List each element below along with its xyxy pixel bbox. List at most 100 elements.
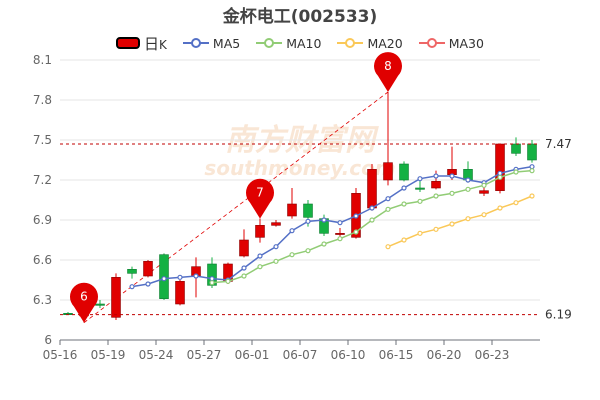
ma5-swatch-icon (182, 37, 209, 49)
y-tick-label: 7.8 (33, 93, 52, 107)
axes: 6 6.3 6.6 6.9 7.2 7.5 7.8 8.1 05-16 05-19 05-24 05-… (33, 53, 540, 362)
ma10-point (241, 273, 247, 279)
candle-body (127, 269, 137, 274)
x-tick-label: 05-27 (187, 348, 222, 362)
legend-item-ma10[interactable]: MA10 (256, 36, 321, 51)
marker-pin (246, 178, 274, 219)
chart-title: 金杯电工(002533) (222, 7, 378, 27)
candle-body (255, 225, 265, 238)
legend-label-ma20: MA20 (367, 35, 403, 51)
ma20-point (401, 237, 407, 243)
y-tick-label: 8.1 (33, 53, 52, 67)
ma5-point (321, 217, 327, 223)
candle-body (207, 263, 217, 286)
moving-averages (129, 164, 535, 290)
ma5-line (131, 165, 533, 288)
marker-pin (70, 282, 98, 323)
ma5-point (337, 220, 343, 226)
ma5-point (305, 218, 311, 224)
y-tick-label: 7.5 (33, 133, 52, 147)
candle-body (367, 169, 377, 209)
candle-body (415, 187, 425, 190)
ma10-point (353, 229, 359, 235)
x-tick-label: 06-23 (475, 348, 510, 362)
candle-body (95, 303, 105, 306)
x-tick-label: 05-24 (139, 348, 174, 362)
ma5-point (273, 244, 279, 250)
x-tick-label: 05-16 (43, 348, 78, 362)
markers: 6 7 8 (70, 52, 402, 323)
ma10-point (209, 280, 215, 286)
candle-body (111, 277, 121, 318)
legend-label-ma30: MA30 (448, 35, 484, 51)
ma30-swatch-icon (418, 37, 445, 49)
ma5-point (497, 170, 503, 176)
trend-line-segment (83, 91, 389, 323)
ma5-point (177, 274, 183, 280)
ma10-point (321, 241, 327, 247)
ma5-point (369, 205, 375, 211)
x-tick-label: 06-20 (427, 348, 462, 362)
trend-line (83, 91, 389, 323)
ma10-point (337, 236, 343, 242)
legend-item-ma30[interactable]: MA30 (418, 35, 484, 51)
marker-label: 8 (384, 59, 392, 73)
candle-body (335, 233, 345, 235)
ma5-point (465, 177, 471, 183)
ma10-swatch-dot (264, 38, 275, 48)
reference-label: 6.19 (545, 308, 572, 322)
ma10-point (401, 201, 407, 207)
y-tick-label: 6 (44, 333, 52, 347)
ma10-swatch-icon (256, 37, 283, 49)
ma5-swatch-dot (190, 38, 201, 48)
marker-pin (374, 52, 402, 92)
ma20-point (481, 212, 487, 218)
ma10-point (385, 206, 391, 212)
ma20-point (513, 200, 519, 206)
y-tick-label: 6.3 (33, 293, 52, 307)
reference-lines: 7.47 6.19 (60, 137, 572, 322)
ma5-point (417, 176, 423, 182)
legend-label-kline-suffix: K (159, 37, 167, 52)
legend-label-kline-main: 日 (144, 34, 160, 53)
y-tick-label: 6.6 (33, 253, 52, 267)
marker-label: 7 (256, 186, 264, 200)
grid (60, 59, 540, 341)
legend: 日K MA5 MA10 MA20 MA30 (0, 33, 600, 53)
ma5-point (353, 213, 359, 219)
ma10-point (289, 252, 295, 258)
ma20-point (417, 230, 423, 236)
candle-body (271, 222, 281, 226)
ma10-point (225, 278, 231, 284)
ma5-point (161, 276, 167, 282)
ma10-point (481, 182, 487, 188)
ma10-point (369, 217, 375, 223)
ma10-point (257, 264, 263, 270)
candle-body (527, 143, 537, 161)
ma20-swatch-icon (337, 37, 364, 49)
candle-body (495, 143, 505, 191)
ma5-point (257, 253, 263, 259)
legend-item-kline[interactable]: 日K (116, 33, 167, 54)
legend-label-ma10: MA10 (286, 35, 322, 51)
ma10-point (497, 174, 503, 180)
ma10-point (433, 193, 439, 199)
ma20-swatch-dot (345, 38, 356, 48)
x-tick-label: 06-07 (283, 348, 318, 362)
ma5-point (449, 173, 455, 179)
kline-swatch-icon (116, 37, 141, 49)
watermark-subtext: southmoney.com (204, 156, 395, 180)
candle-body (287, 203, 297, 217)
ma20-point (529, 193, 535, 199)
candle-body (511, 143, 521, 154)
ma5-point (241, 265, 247, 271)
legend-item-ma20[interactable]: MA20 (337, 35, 403, 51)
candle-body (399, 163, 409, 181)
legend-label-ma5: MA5 (212, 35, 241, 51)
candle-body (143, 261, 153, 277)
ma10-point (513, 169, 519, 175)
ma5-point (433, 173, 439, 179)
ma5-point (129, 284, 135, 290)
legend-item-ma5[interactable]: MA5 (182, 35, 241, 51)
